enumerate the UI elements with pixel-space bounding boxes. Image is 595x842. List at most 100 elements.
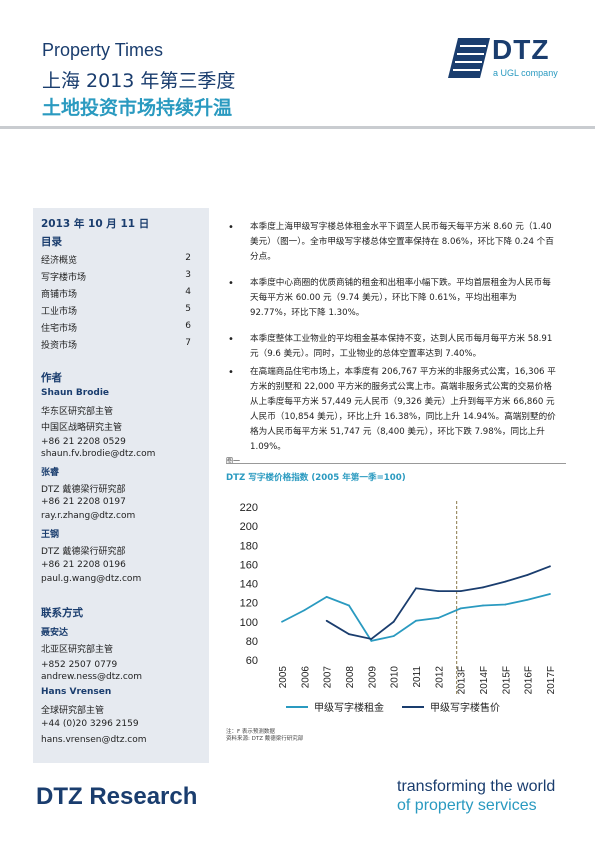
data-point-rent — [392, 635, 395, 637]
toc-page: 2 — [185, 253, 191, 263]
x-tick-label: 2015F — [501, 666, 512, 694]
data-point-price — [392, 620, 395, 623]
header-divider — [0, 126, 595, 129]
x-tick-label: 2016F — [524, 666, 535, 694]
data-point-price — [549, 565, 551, 568]
y-tick-label: 120 — [240, 598, 258, 610]
footer-tagline: of property services — [397, 797, 537, 814]
author-phone: +86 21 2208 0529 — [41, 437, 126, 447]
contact-name: 聂安达 — [41, 628, 69, 638]
data-point-price — [459, 590, 462, 593]
sidebar: 2013 年 10 月 11 日 目录 经济概览 2 写字楼市场 3 商铺市场 4 工… — [33, 208, 209, 763]
y-tick-label: 220 — [240, 502, 258, 514]
report-period-title: 上海 2013 年第三季度 — [42, 70, 236, 92]
author-phone: +86 21 2208 0197 — [41, 497, 126, 507]
toc-item[interactable]: 工业市场 5 — [41, 304, 191, 317]
y-tick-label: 200 — [240, 521, 258, 533]
x-tick-label: 2013F — [457, 666, 468, 694]
footer-brand: DTZ Research — [36, 783, 198, 810]
x-tick-label: 2014F — [479, 666, 490, 694]
data-point-rent — [549, 593, 551, 595]
author-email[interactable]: ray.r.zhang@dtz.com — [41, 511, 136, 521]
toc-label: 工业市场 — [41, 307, 78, 317]
data-point-rent — [348, 604, 350, 607]
report-headline: 土地投资市场持续升温 — [42, 97, 233, 119]
contact-heading: 联系方式 — [41, 607, 83, 619]
bullet-text: 本季度整体工业物业的平均租金基本保持不变，达到人民币每月每平方米 58.91 元… — [250, 334, 553, 359]
toc-item[interactable]: 住宅市场 6 — [41, 321, 191, 334]
author-email[interactable]: shaun.fv.brodie@dtz.com — [41, 449, 156, 459]
author-name: 王钢 — [41, 530, 60, 540]
author-name: Shaun Brodie — [41, 388, 110, 398]
data-point-rent — [504, 603, 507, 606]
data-point-price — [504, 580, 507, 583]
author-role: 华东区研究部主管 — [41, 407, 114, 417]
data-point-price — [348, 633, 350, 636]
toc-page: 4 — [185, 287, 191, 297]
toc-item[interactable]: 写字楼市场 3 — [41, 270, 191, 283]
x-tick-label: 2006 — [300, 666, 311, 689]
toc-item[interactable]: 投资市场 7 — [41, 338, 191, 351]
author-role: 中国区战略研究主管 — [41, 423, 123, 433]
author-phone: +86 21 2208 0196 — [41, 560, 126, 570]
bullet-dot-icon: • — [228, 334, 234, 345]
chart-source: 资料来源: DTZ 戴德梁行研究部 — [226, 736, 304, 742]
chart-title: DTZ 写字楼价格指数 (2005 年第一季=100) — [226, 473, 406, 483]
bullet-dot-icon: • — [228, 278, 234, 289]
data-point-price — [526, 573, 529, 576]
toc-label: 住宅市场 — [41, 324, 78, 334]
contact-role: 全球研究部主管 — [41, 706, 105, 716]
bullet-text: 在高端商品住宅市场上，本季度有 206,767 平方米的非服务式公寓，16,30… — [250, 367, 556, 452]
data-point-rent — [325, 595, 328, 598]
office-price-index-chart: 60 80 100 120 140 160 180 200 220 2005 2006 2007 200… — [240, 501, 557, 714]
x-tick-label: 2011 — [412, 666, 423, 688]
contact-phone: +852 2507 0779 — [41, 660, 118, 670]
logo-wordmark: DTZ — [492, 34, 550, 65]
toc-item[interactable]: 商铺市场 4 — [41, 287, 191, 300]
report-series-title: Property Times — [42, 40, 164, 60]
y-tick-label: 140 — [240, 579, 258, 591]
y-tick-label: 100 — [240, 617, 258, 629]
data-point-rent — [437, 617, 440, 619]
toc-page: 6 — [185, 321, 191, 331]
bullet-dot-icon: • — [228, 367, 234, 378]
toc-page: 7 — [185, 338, 191, 348]
logo-tagline: a UGL company — [493, 68, 558, 78]
author-role: DTZ 戴德梁行研究部 — [41, 547, 126, 557]
data-point-rent — [370, 639, 373, 642]
footer-tagline: transforming the world — [397, 778, 556, 795]
toc-label: 写字楼市场 — [41, 273, 87, 283]
data-point-rent — [459, 607, 462, 610]
data-point-rent — [482, 604, 484, 607]
bullet-text: 本季度上海甲级写字楼总体租金水平下调至人民币每天每平方米 8.60 元（1.40… — [250, 222, 554, 262]
toc-label: 经济概览 — [41, 256, 78, 266]
toc-page: 5 — [185, 304, 191, 314]
contact-email[interactable]: andrew.ness@dtz.com — [41, 672, 143, 682]
toc-item[interactable]: 经济概览 2 — [41, 253, 191, 266]
contact-phone: +44 (0)20 3296 2159 — [41, 719, 139, 729]
data-point-price — [482, 586, 484, 589]
contact-email[interactable]: hans.vrensen@dtz.com — [41, 735, 147, 745]
y-tick-label: 180 — [240, 540, 258, 552]
x-tick-label: 2017F — [546, 666, 557, 694]
x-tick-label: 2009 — [367, 666, 378, 689]
report-date: 2013 年 10 月 11 日 — [41, 218, 150, 230]
toc-heading: 目录 — [41, 236, 62, 248]
x-tick-label: 2008 — [345, 666, 356, 689]
data-point-price — [437, 590, 440, 593]
data-point-rent — [415, 619, 417, 622]
contact-name: Hans Vrensen — [41, 687, 112, 697]
data-point-rent — [303, 609, 306, 612]
toc-page: 3 — [185, 270, 191, 280]
dtz-logo-icon — [448, 38, 490, 78]
figure-divider — [226, 463, 566, 464]
toc-label: 商铺市场 — [41, 290, 78, 300]
data-point-rent — [281, 620, 283, 623]
y-tick-label: 160 — [240, 559, 258, 571]
author-name: 张睿 — [41, 468, 60, 478]
y-tick-label: 60 — [246, 655, 258, 667]
author-email[interactable]: paul.g.wang@dtz.com — [41, 574, 142, 584]
bullet-text: 本季度中心商圈的优质商铺的租金和出租率小幅下跌。平均首层租金为人民币每天每平方米… — [250, 278, 551, 318]
legend-label-price: 甲级写字楼售价 — [430, 701, 500, 714]
legend-label-rent: 甲级写字楼租金 — [314, 701, 384, 714]
